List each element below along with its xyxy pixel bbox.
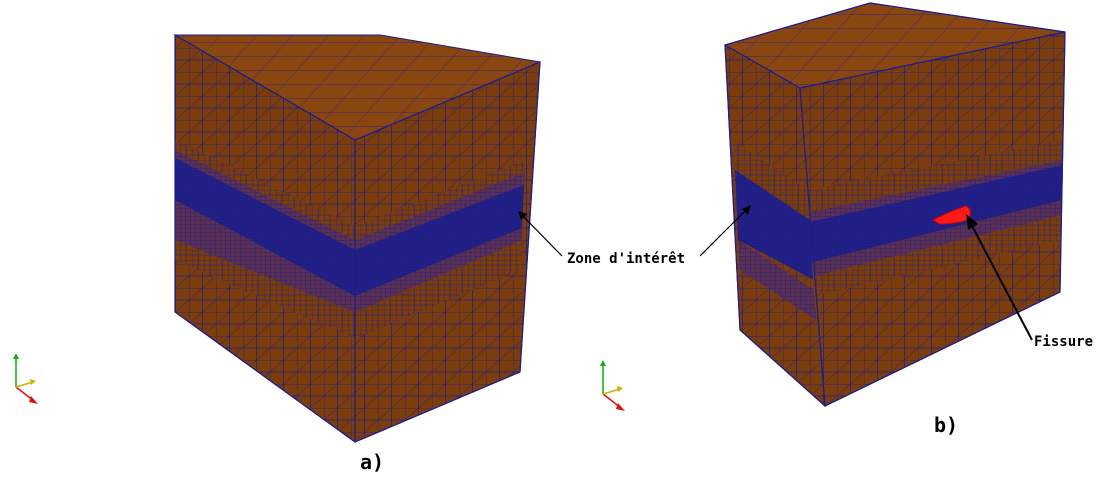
block-b-refined-band-front [810,165,1063,262]
block-b-front-face [799,31,1066,407]
block-a [173,34,542,443]
crack-shape [931,205,972,225]
zone-arrow-b [699,207,749,257]
zone-arrow-b-head [742,205,751,215]
panel-a-label: a) [360,450,384,474]
panel-b-label: b) [934,413,958,437]
block-a-right-face [354,61,541,443]
xyz-axes-icon [13,353,38,404]
annotation-crack: Fissure [966,214,1093,350]
block-b-left-face [724,44,826,408]
annotation-zone: Zone d'intérêt [518,205,751,267]
zone-arrow-a-head [518,211,527,220]
crack-arrow-head [966,214,978,230]
crack-label: Fissure [1034,334,1093,350]
crack-arrow [969,221,1033,341]
block-a-refined-band-left [175,158,355,296]
zone-arrow-a [519,212,563,257]
zone-label: Zone d'intérêt [567,251,685,267]
xyz-axes-icon [600,360,625,411]
block-a-left-face [174,34,356,443]
block-b-refined-band-left [735,170,814,280]
block-b [723,2,1066,408]
block-a-refined-band-right [355,185,524,296]
